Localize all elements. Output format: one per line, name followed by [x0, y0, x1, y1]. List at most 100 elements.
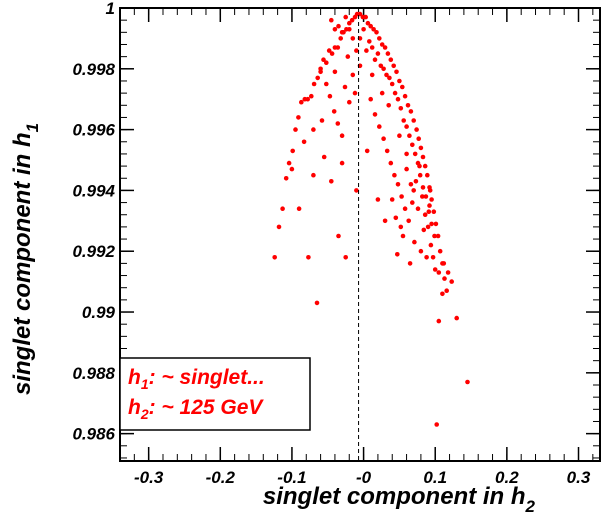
data-point — [321, 154, 327, 160]
y-tick-label: 0.99 — [82, 303, 116, 322]
data-point — [377, 36, 382, 41]
data-point — [338, 36, 344, 41]
data-point — [361, 27, 366, 32]
data-point — [416, 136, 422, 141]
data-point — [289, 166, 295, 172]
data-point — [412, 151, 418, 157]
data-point — [321, 57, 326, 62]
legend-box: h1: ~ singlet... h2: ~ 125 GeV — [119, 357, 311, 431]
data-point — [392, 172, 397, 178]
data-point — [413, 179, 419, 184]
data-point — [339, 133, 345, 138]
data-point — [397, 78, 402, 84]
data-point — [387, 75, 392, 81]
data-point — [389, 197, 395, 202]
data-point — [347, 20, 352, 26]
data-point — [339, 160, 345, 166]
data-point — [374, 30, 379, 35]
y-tick-label: 0.986 — [72, 425, 115, 444]
data-point — [347, 27, 352, 32]
data-point — [319, 118, 325, 123]
y-tick-labels: 0.986 0.988 0.99 0.992 0.994 0.996 0.998 1 — [72, 0, 115, 444]
data-point — [381, 66, 386, 72]
data-point — [426, 209, 432, 214]
data-point — [432, 233, 437, 239]
x-tick-label: -0.2 — [206, 468, 236, 487]
data-point — [406, 218, 412, 224]
data-point — [395, 252, 400, 257]
data-point — [414, 127, 419, 132]
data-point — [343, 254, 349, 260]
data-point — [395, 96, 401, 102]
data-point — [329, 17, 334, 23]
data-point — [427, 188, 433, 193]
data-point — [324, 60, 329, 65]
y-tick-label: 0.992 — [72, 242, 115, 261]
data-point — [402, 93, 408, 99]
data-point — [331, 109, 337, 114]
data-point — [372, 57, 378, 62]
data-point — [318, 69, 323, 75]
y-tick-label: 0.998 — [72, 60, 115, 79]
data-point — [408, 109, 414, 114]
data-point — [405, 103, 411, 108]
data-point — [411, 188, 417, 193]
data-point — [336, 233, 341, 239]
data-point — [314, 300, 320, 306]
data-point — [332, 69, 338, 75]
data-point — [417, 172, 423, 178]
data-point — [435, 233, 441, 239]
data-point — [418, 145, 424, 151]
data-point — [404, 151, 409, 157]
data-point — [394, 69, 399, 75]
data-point — [350, 36, 356, 41]
data-point — [420, 185, 426, 190]
x-tick-label: 0.2 — [495, 468, 519, 487]
data-point — [393, 215, 399, 221]
data-point — [335, 121, 341, 126]
data-point — [363, 14, 369, 20]
data-point — [388, 57, 394, 62]
data-point — [422, 163, 428, 169]
data-point — [395, 182, 401, 187]
data-point — [347, 99, 352, 105]
data-point — [398, 224, 404, 230]
data-point — [445, 270, 451, 275]
data-point — [309, 93, 314, 99]
data-point — [324, 81, 329, 87]
data-point — [311, 127, 316, 132]
data-point — [428, 242, 434, 248]
data-point — [364, 48, 369, 53]
data-point — [454, 315, 460, 321]
data-point — [335, 45, 341, 50]
data-point — [431, 209, 437, 214]
data-point — [420, 154, 426, 160]
x-tick-label: -0 — [356, 468, 372, 487]
data-point — [412, 239, 417, 245]
data-point — [404, 166, 409, 172]
data-point — [420, 194, 425, 199]
data-point — [441, 261, 447, 266]
data-point — [306, 254, 311, 260]
data-point — [349, 17, 355, 23]
data-point — [429, 197, 434, 202]
data-point — [407, 133, 412, 138]
data-point — [385, 51, 391, 56]
data-point — [424, 254, 429, 260]
y-tick-label: 0.996 — [72, 121, 115, 140]
data-point — [422, 212, 428, 217]
data-point — [421, 227, 427, 233]
data-point — [367, 39, 372, 44]
data-point — [442, 276, 447, 281]
data-point — [305, 96, 311, 102]
data-point — [401, 118, 407, 123]
legend-frame — [119, 357, 311, 431]
data-point — [440, 291, 445, 297]
data-point — [371, 27, 376, 32]
data-point — [378, 63, 384, 69]
data-point — [339, 30, 345, 35]
data-point — [354, 188, 359, 193]
x-tick-labels: -0.3 -0.2 -0.1 -0 0.1 0.2 0.3 — [134, 468, 591, 487]
